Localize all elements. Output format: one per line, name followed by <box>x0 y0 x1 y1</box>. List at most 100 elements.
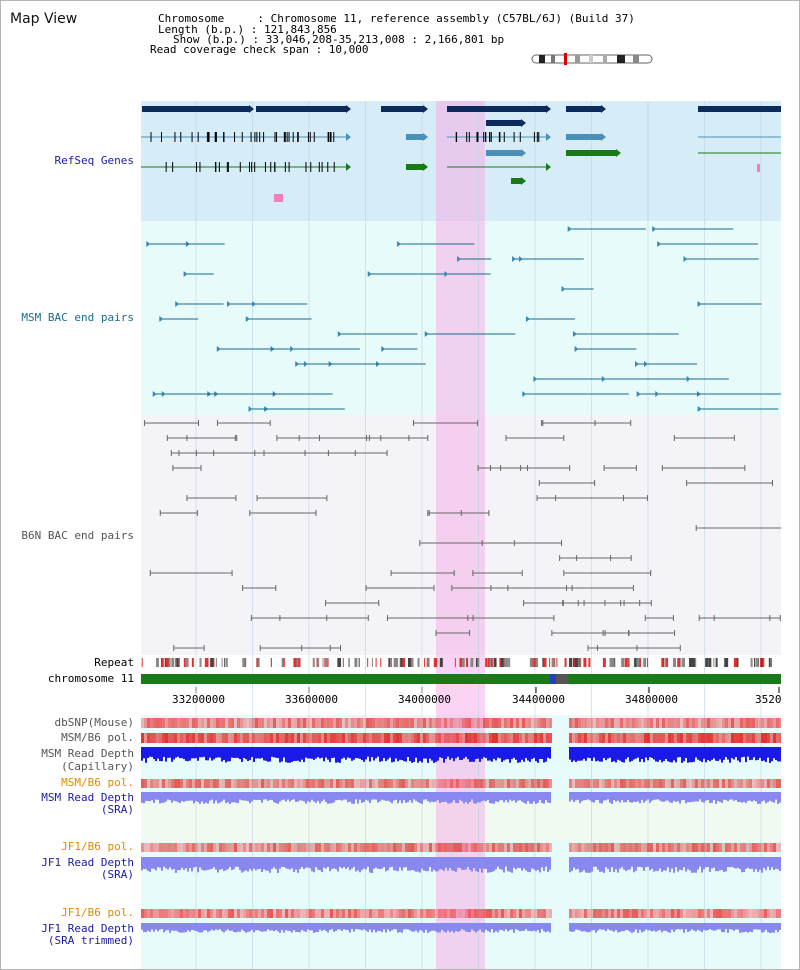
read-depth-bar <box>443 857 445 871</box>
track-label-jf1-b6-pol[interactable]: JF1/B6 pol. <box>61 840 134 853</box>
polymorphism-cell <box>270 733 273 743</box>
polymorphism-cell <box>752 718 755 728</box>
polymorphism-cell <box>522 779 525 788</box>
repeat-element <box>185 658 189 667</box>
read-depth-bar <box>629 857 631 870</box>
read-depth-bar <box>739 792 741 802</box>
track-label-refseq[interactable]: RefSeq Genes <box>54 154 134 167</box>
polymorphism-cell <box>662 843 665 852</box>
track-label-jf1-b6-pol-2[interactable]: JF1/B6 pol. <box>61 906 134 919</box>
track-label-b6n-bac[interactable]: B6N BAC end pairs <box>21 529 134 542</box>
polymorphism-cell <box>396 733 399 743</box>
polymorphism-cell <box>171 909 174 918</box>
read-depth-bar <box>175 923 177 931</box>
polymorphism-cell <box>740 718 743 728</box>
polymorphism-cell <box>716 779 719 788</box>
track-label-dbsnp[interactable]: dbSNP(Mouse) <box>54 716 134 729</box>
read-depth-bar <box>587 792 589 800</box>
repeat-element <box>281 658 284 667</box>
polymorphism-cell <box>324 718 327 728</box>
read-depth-bar <box>445 747 447 759</box>
read-depth-bar <box>169 857 171 868</box>
read-depth-bar <box>361 857 363 870</box>
read-depth-bar <box>509 747 511 763</box>
polymorphism-cell <box>264 843 267 852</box>
read-depth-bar <box>759 857 761 870</box>
repeat-element <box>627 658 629 667</box>
read-depth-bar <box>337 923 339 930</box>
polymorphism-cell <box>501 718 504 728</box>
polymorphism-cell <box>689 733 692 743</box>
polymorphism-cell <box>626 733 629 743</box>
polymorphism-cell <box>740 779 743 788</box>
read-depth-bar <box>719 792 721 802</box>
chromosome-ideogram[interactable] <box>531 53 655 65</box>
read-depth-bar <box>451 923 453 932</box>
read-depth-bar <box>509 792 511 800</box>
polymorphism-cell <box>692 909 695 918</box>
track-label-msm-b6-pol[interactable]: MSM/B6 pol. <box>61 731 134 744</box>
read-depth-bar <box>755 792 757 802</box>
track-label-msm-depth-sra[interactable]: MSM Read Depth <box>41 791 134 804</box>
read-depth-bar <box>285 747 287 763</box>
repeat-element <box>750 658 753 667</box>
track-label-msm-depth-cap[interactable]: MSM Read Depth <box>41 747 134 760</box>
repeat-element <box>191 658 194 667</box>
polymorphism-cell <box>764 718 767 728</box>
read-depth-bar <box>189 747 191 761</box>
track-label-jf1-depth-trim[interactable]: JF1 Read Depth <box>41 922 134 935</box>
polymorphism-cell <box>710 909 713 918</box>
repeat-element <box>754 658 756 667</box>
polymorphism-cell <box>435 718 438 728</box>
read-depth-bar <box>303 923 305 932</box>
polymorphism-cell <box>668 909 671 918</box>
read-depth-bar <box>371 792 373 800</box>
read-depth-bar <box>763 857 765 868</box>
polymorphism-cell <box>483 843 486 852</box>
polymorphism-cell <box>752 909 755 918</box>
polymorphism-cell <box>620 909 623 918</box>
read-depth-bar <box>717 792 719 802</box>
polymorphism-cell <box>432 843 435 852</box>
read-depth-bar <box>319 747 321 759</box>
polymorphism-cell <box>414 718 417 728</box>
polymorphism-cell <box>671 718 674 728</box>
tracks-canvas[interactable] <box>141 101 781 969</box>
read-depth-bar <box>633 792 635 802</box>
read-depth-bar <box>581 792 583 802</box>
read-depth-bar <box>409 923 411 931</box>
polymorphism-cell <box>363 843 366 852</box>
read-depth-bar <box>517 857 519 868</box>
read-depth-bar <box>431 792 433 802</box>
read-depth-bar <box>461 857 463 870</box>
track-label-msm-b6-pol-2[interactable]: MSM/B6 pol. <box>61 776 134 789</box>
polymorphism-cell <box>177 718 180 728</box>
polymorphism-cell <box>635 718 638 728</box>
polymorphism-cell <box>255 779 258 788</box>
polymorphism-cell <box>405 718 408 728</box>
polymorphism-cell <box>435 779 438 788</box>
polymorphism-cell <box>602 779 605 788</box>
polymorphism-cell <box>572 779 575 788</box>
read-depth-bar <box>735 792 737 801</box>
track-label-chromosome[interactable]: chromosome 11 <box>47 672 134 685</box>
polymorphism-cell <box>297 733 300 743</box>
polymorphism-cell <box>216 718 219 728</box>
polymorphism-cell <box>225 843 228 852</box>
msm-bac-end <box>697 301 702 307</box>
polymorphism-cell <box>351 779 354 788</box>
polymorphism-cell <box>360 843 363 852</box>
msm-bac-end <box>245 316 250 322</box>
track-label-jf1-depth-sra[interactable]: JF1 Read Depth <box>41 856 134 869</box>
track-label-repeat[interactable]: Repeat <box>94 656 134 669</box>
polymorphism-cell <box>632 779 635 788</box>
read-depth-bar <box>707 747 709 761</box>
polymorphism-cell <box>543 909 546 918</box>
read-depth-bar <box>239 747 241 760</box>
read-depth-bar <box>449 857 451 868</box>
track-label-msm-bac[interactable]: MSM BAC end pairs <box>21 311 134 324</box>
repeat-element <box>770 658 772 667</box>
read-depth-bar <box>623 792 625 803</box>
polymorphism-cell <box>348 843 351 852</box>
read-depth-bar <box>411 857 413 871</box>
